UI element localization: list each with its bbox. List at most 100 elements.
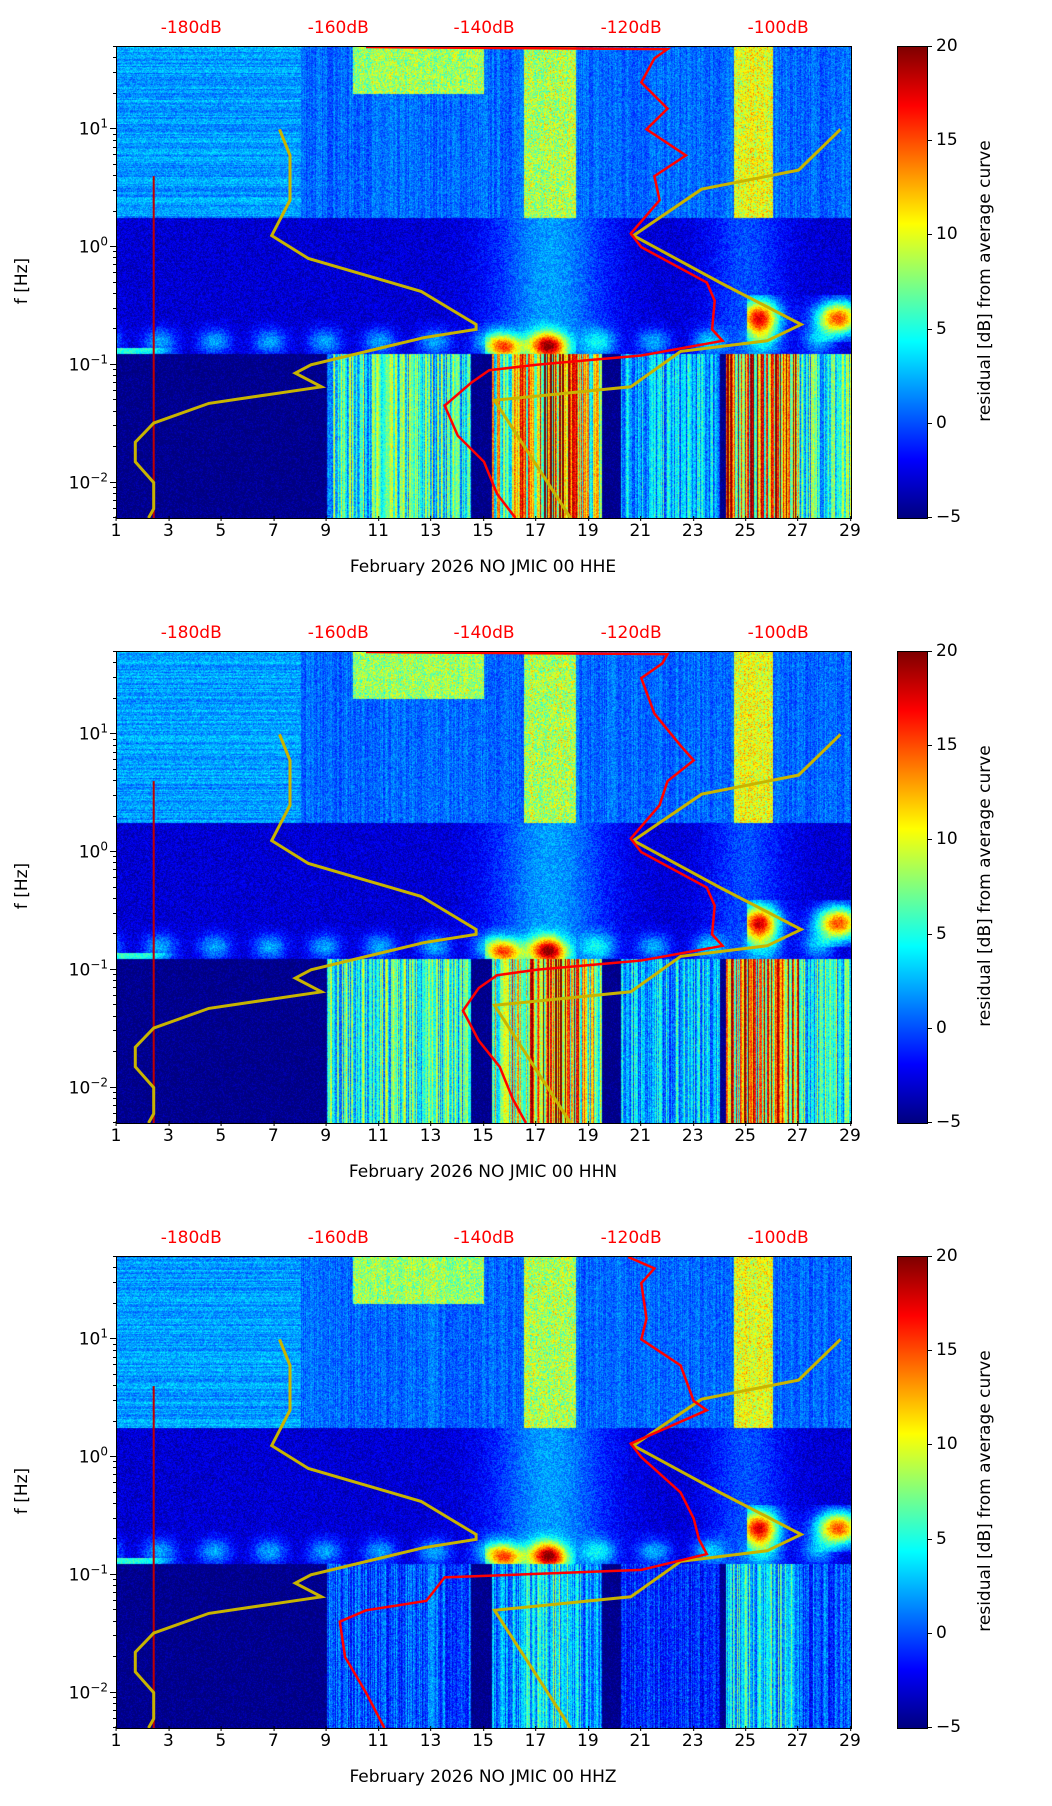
y-minor-tick [113, 1104, 116, 1106]
colorbar-tick-label: −5 [926, 507, 962, 527]
y-minor-tick [113, 139, 116, 141]
y-minor-tick [113, 307, 116, 309]
y-minor-tick [113, 1091, 116, 1093]
y-tick-mark [110, 128, 116, 130]
y-tick-label: 10−2 [69, 1680, 108, 1703]
spectrogram-image [117, 1257, 851, 1728]
x-tick-label: 21 [629, 516, 652, 541]
colorbar [897, 1256, 928, 1729]
x-tick-label: 5 [215, 1726, 227, 1751]
y-tick-exponent: −2 [90, 470, 108, 485]
y-minor-tick [113, 697, 116, 699]
top-db-label: -120dB [600, 18, 662, 38]
x-tick-label: 29 [839, 1726, 861, 1751]
colorbar-tick-label: 0 [927, 412, 947, 433]
y-minor-tick [113, 517, 116, 518]
low-noise-model-line [133, 1338, 478, 1728]
curves-layer [133, 1257, 842, 1728]
y-tick-label: 100 [79, 235, 108, 258]
colorbar-tick-label: 10 [927, 224, 958, 245]
y-minor-tick [113, 499, 116, 501]
y-minor-tick [113, 251, 116, 253]
spectrogram-panel: 1 3 5 7 9 11 13 15 17 19 21 23 25 27 29 10−2 10−1 100 101-… [0, 0, 1052, 605]
y-tick-base: 10 [68, 472, 91, 493]
y-minor-tick [113, 1727, 116, 1728]
curves-layer [133, 47, 842, 518]
y-minor-tick [113, 677, 116, 679]
y-tick-exponent: −1 [90, 1562, 108, 1577]
top-db-label: -180dB [160, 18, 222, 38]
colorbar-label: residual [dB] from average curve [975, 1350, 995, 1632]
y-minor-tick [113, 933, 116, 935]
x-axis-label: February 2026 NO JMIC 00 HHE [349, 557, 617, 577]
y-minor-tick [113, 154, 116, 156]
y-minor-tick [113, 1538, 116, 1540]
y-tick-exponent: −2 [90, 1075, 108, 1090]
y-minor-tick [113, 744, 116, 746]
y-minor-tick [113, 912, 116, 914]
y-tick-label: 10−1 [69, 352, 108, 375]
y-tick-mark [110, 363, 116, 365]
y-minor-tick [113, 856, 116, 858]
y-tick-mark [110, 1338, 116, 1340]
x-tick-label: 25 [734, 1726, 756, 1751]
x-tick-label: 27 [786, 1726, 809, 1751]
y-tick-base: 10 [68, 1565, 91, 1586]
x-tick-label: 1 [110, 516, 122, 541]
y-tick-label: 10−1 [69, 1562, 108, 1585]
y-minor-tick [113, 425, 116, 427]
top-db-label: -100dB [747, 623, 809, 643]
x-tick-label: 11 [367, 1121, 389, 1146]
spectrogram-panel: 1 3 5 7 9 11 13 15 17 19 21 23 25 27 29 10−2 10−1 100 101-… [0, 605, 1052, 1210]
y-tick-label: 101 [79, 1327, 108, 1350]
colorbar-tick-label: 10 [927, 1434, 958, 1455]
y-minor-tick [113, 1461, 116, 1463]
y-tick-mark [110, 968, 116, 970]
y-tick-exponent: −1 [90, 957, 108, 972]
y-minor-tick [113, 1399, 116, 1401]
y-minor-tick [113, 1656, 116, 1658]
colorbar-label: residual [dB] from average curve [975, 745, 995, 1027]
y-tick-label: 10−1 [69, 957, 108, 980]
top-db-label: -140dB [453, 1228, 515, 1248]
y-minor-tick [113, 1502, 116, 1504]
colorbar-tick-label: 5 [927, 1528, 947, 1549]
colorbar-tick-label: 15 [927, 735, 958, 756]
y-axis-label: f [Hz] [12, 1467, 32, 1515]
plot-area [116, 651, 852, 1124]
y-minor-tick [113, 264, 116, 266]
x-tick-label: 23 [681, 516, 704, 541]
y-minor-tick [113, 1267, 116, 1269]
y-tick-exponent: 1 [100, 721, 108, 736]
x-tick-label: 21 [629, 1726, 652, 1751]
top-db-label: -100dB [747, 1228, 809, 1248]
y-minor-tick [113, 1717, 116, 1719]
y-minor-tick [113, 974, 116, 976]
y-minor-tick [113, 651, 116, 652]
colorbar-label: residual [dB] from average curve [975, 140, 995, 422]
y-minor-tick [113, 1097, 116, 1099]
x-tick-label: 15 [472, 516, 494, 541]
y-tick-base: 10 [68, 355, 91, 376]
x-tick-label: 19 [577, 516, 599, 541]
x-tick-label: 29 [839, 1121, 861, 1146]
y-tick-mark [110, 481, 116, 483]
y-minor-tick [113, 382, 116, 384]
colorbar [897, 46, 928, 519]
x-tick-label: 15 [472, 1726, 494, 1751]
y-tick-base: 10 [78, 1329, 101, 1350]
y-tick-label: 100 [79, 840, 108, 863]
x-tick-label: 25 [734, 1121, 756, 1146]
y-minor-tick [113, 751, 116, 753]
y-minor-tick [113, 389, 116, 391]
y-tick-base: 10 [68, 1682, 91, 1703]
y-minor-tick [113, 292, 116, 294]
y-tick-label: 101 [79, 722, 108, 745]
high-noise-model-line [491, 128, 842, 518]
curves-layer [133, 652, 842, 1123]
y-minor-tick [113, 369, 116, 371]
y-tick-mark [110, 246, 116, 248]
x-tick-label: 5 [215, 516, 227, 541]
x-tick-label: 15 [472, 1121, 494, 1146]
x-tick-label: 21 [629, 1121, 652, 1146]
